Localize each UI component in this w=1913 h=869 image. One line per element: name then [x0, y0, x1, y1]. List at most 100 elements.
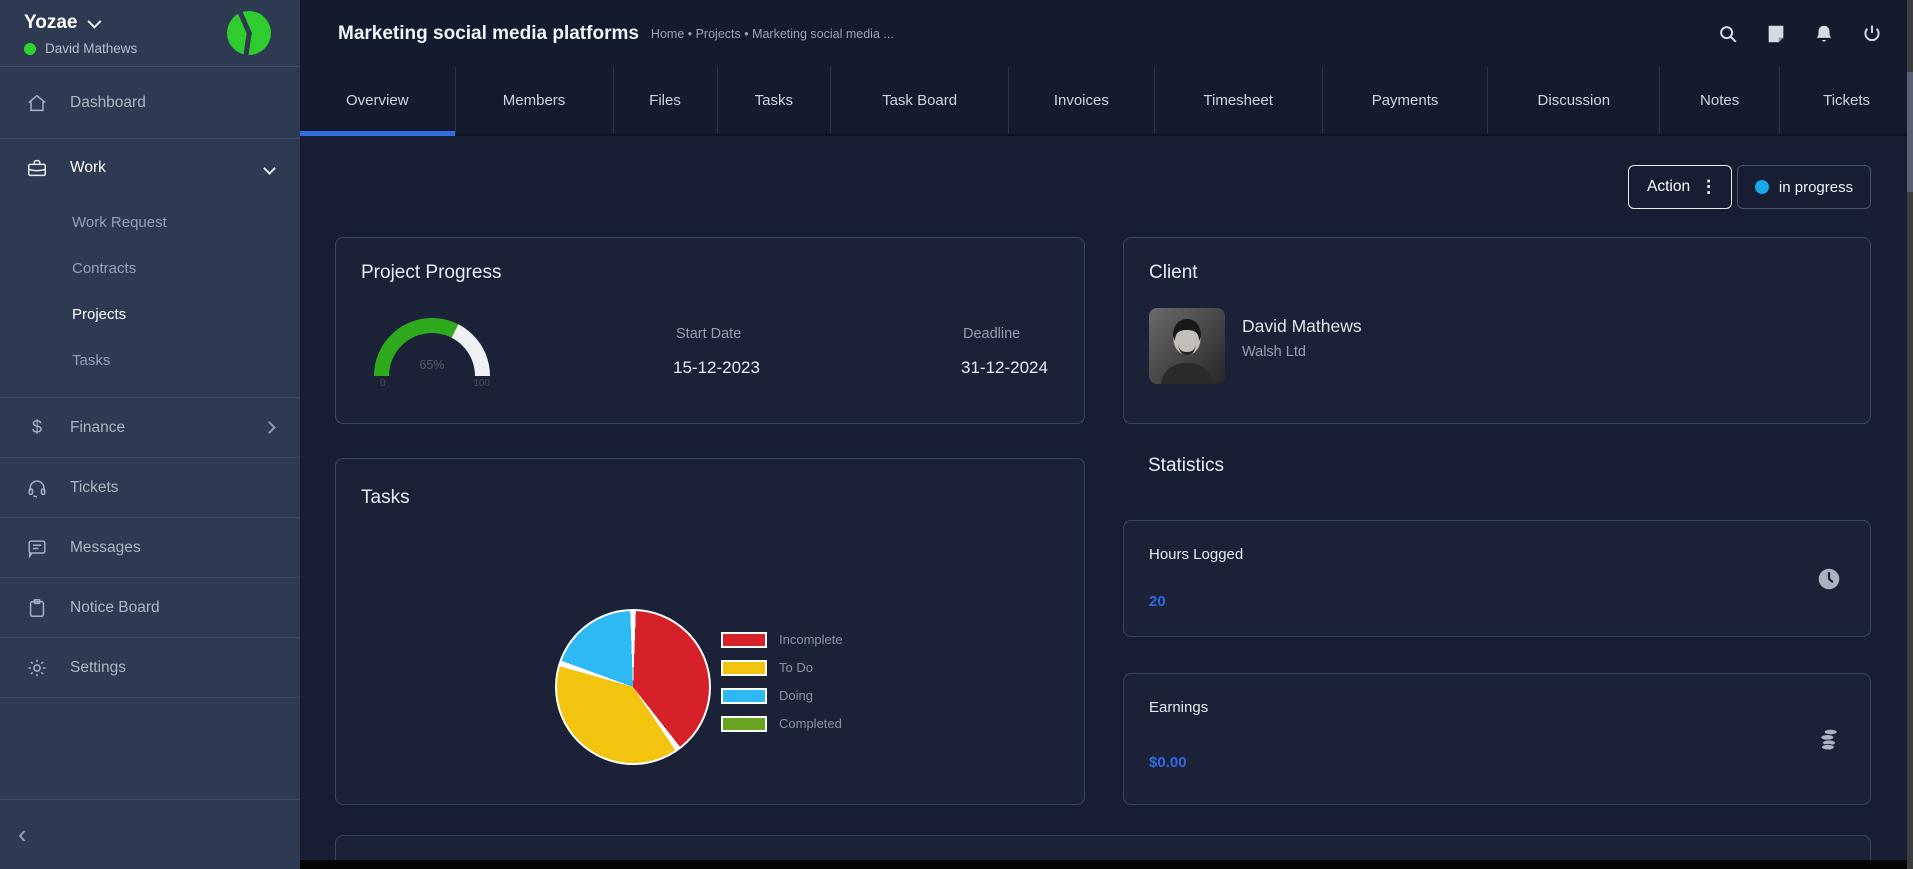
sidebar-item-finance[interactable]: $ Finance — [0, 398, 300, 458]
earnings-value: $0.00 — [1149, 754, 1187, 771]
sidebar-item-label: Settings — [70, 658, 127, 676]
legend-label: Incomplete — [779, 632, 843, 647]
chevron-right-icon — [263, 421, 276, 434]
project-progress-title: Project Progress — [361, 262, 502, 283]
sidebar-item-messages[interactable]: Messages — [0, 518, 300, 578]
status-dot-icon — [1754, 180, 1769, 194]
hours-logged-label: Hours Logged — [1149, 546, 1244, 563]
legend-item: Completed — [721, 711, 843, 736]
client-avatar — [1149, 308, 1225, 384]
legend-item: To Do — [721, 655, 843, 680]
bell-icon[interactable] — [1813, 23, 1835, 45]
sidebar-user-name: David Mathews — [45, 41, 138, 56]
legend-item: Incomplete — [721, 627, 843, 652]
sidebar-item-label: Dashboard — [70, 93, 146, 111]
briefcase-icon — [26, 157, 48, 179]
sidebar-item-work[interactable]: Work — [0, 139, 300, 197]
dollar-icon: $ — [31, 417, 42, 437]
workspace-switcher[interactable]: Yozae — [24, 12, 300, 34]
bottom-strip — [300, 860, 1913, 869]
headset-icon — [26, 477, 48, 499]
tab-notes[interactable]: Notes — [1660, 67, 1781, 134]
tab-discussion[interactable]: Discussion — [1488, 67, 1661, 134]
topbar: Marketing social media platforms Home • … — [300, 0, 1913, 67]
app-logo-icon[interactable] — [226, 10, 272, 56]
project-progress-card: Project Progress 65% 0 100 Start Date 15… — [335, 237, 1085, 434]
home-icon — [26, 92, 48, 114]
sidebar-item-dashboard[interactable]: Dashboard — [0, 67, 300, 139]
earnings-card: Earnings $0.00 — [1123, 673, 1871, 805]
sidebar-group-work: Work Work Request Contracts Projects Tas… — [0, 139, 300, 398]
tab-overview[interactable]: Overview — [300, 67, 456, 136]
start-date-value: 15-12-2023 — [673, 358, 760, 377]
tab-files[interactable]: Files — [614, 67, 718, 134]
legend-label: Doing — [779, 688, 813, 703]
legend-label: To Do — [779, 660, 813, 675]
sidebar-item-projects[interactable]: Projects — [72, 305, 127, 323]
legend-label: Completed — [779, 716, 842, 731]
power-icon[interactable] — [1861, 23, 1883, 45]
sidebar-item-tasks[interactable]: Tasks — [72, 351, 111, 369]
online-status-dot — [24, 42, 36, 55]
gear-icon — [26, 657, 48, 679]
action-button[interactable]: Action ⋮ — [1628, 165, 1733, 209]
breadcrumb: Home • Projects • Marketing social media… — [650, 26, 894, 41]
kebab-icon: ⋮ — [1700, 177, 1718, 196]
client-card: Client David Mathews Walsh Ltd — [1123, 237, 1871, 424]
tab-invoices[interactable]: Invoices — [1009, 67, 1155, 134]
tab-task-board[interactable]: Task Board — [831, 67, 1010, 134]
tasks-card-title: Tasks — [361, 487, 410, 508]
tasks-card: Tasks Incomplete To Do Doing Completed — [335, 458, 1085, 805]
chevron-down-icon — [263, 161, 276, 175]
clock-icon — [1816, 566, 1842, 592]
tasks-pie-chart — [555, 609, 711, 765]
tab-bar: Overview Members Files Tasks Task Board … — [300, 67, 1913, 136]
legend-swatch-incomplete — [721, 631, 767, 648]
search-icon[interactable] — [1717, 23, 1739, 45]
status-badge[interactable]: in progress — [1737, 165, 1871, 209]
statistics-heading: Statistics — [1148, 455, 1225, 476]
client-company: Walsh Ltd — [1242, 344, 1306, 360]
coins-icon — [1816, 726, 1842, 752]
deadline-value: 31-12-2024 — [961, 358, 1048, 377]
sidebar-work-sublist: Work Request Contracts Projects Tasks — [0, 197, 300, 397]
chevron-left-icon: ‹ — [18, 819, 27, 849]
sidebar-item-tickets[interactable]: Tickets — [0, 458, 300, 518]
scrollbar-thumb[interactable] — [1907, 72, 1913, 192]
sidebar-item-work-request[interactable]: Work Request — [72, 213, 167, 231]
legend-swatch-todo — [721, 659, 767, 676]
tab-payments[interactable]: Payments — [1323, 67, 1489, 134]
sidebar-item-label: Work — [70, 159, 106, 176]
sidebar-user: David Mathews — [24, 41, 300, 56]
tab-timesheet[interactable]: Timesheet — [1155, 67, 1323, 134]
progress-gauge: 65% 0 100 — [374, 318, 490, 434]
tab-members[interactable]: Members — [456, 67, 614, 134]
deadline-label: Deadline — [963, 326, 1021, 342]
legend-item: Doing — [721, 683, 843, 708]
chat-icon — [26, 537, 48, 559]
tab-tickets[interactable]: Tickets — [1823, 92, 1871, 109]
earnings-label: Earnings — [1149, 699, 1209, 716]
tab-tasks[interactable]: Tasks — [718, 67, 832, 134]
clipboard-icon — [26, 597, 48, 619]
note-icon[interactable] — [1765, 23, 1787, 45]
workspace-name: Yozae — [24, 12, 78, 33]
sidebar-collapse-button[interactable]: ‹ — [0, 799, 300, 869]
tasks-pie-legend: Incomplete To Do Doing Completed — [721, 627, 843, 739]
legend-swatch-completed — [721, 715, 767, 732]
topbar-icons — [1717, 23, 1883, 45]
action-button-label: Action — [1647, 178, 1691, 195]
client-name: David Mathews — [1242, 316, 1362, 336]
sidebar-item-settings[interactable]: Settings — [0, 638, 300, 698]
sidebar-item-notice-board[interactable]: Notice Board — [0, 578, 300, 638]
sidebar-item-contracts[interactable]: Contracts — [72, 259, 137, 277]
progress-gauge-max: 100 — [473, 378, 490, 389]
sidebar-item-label: Tickets — [70, 478, 119, 496]
page-title: Marketing social media platforms — [338, 22, 639, 44]
progress-gauge-min: 0 — [380, 378, 386, 389]
sidebar-header: Yozae David Mathews — [0, 0, 300, 67]
scrollbar-track[interactable] — [1907, 0, 1913, 869]
chevron-down-icon — [86, 14, 102, 29]
sidebar-nav: Dashboard Work Work Request Contracts Pr… — [0, 67, 300, 698]
